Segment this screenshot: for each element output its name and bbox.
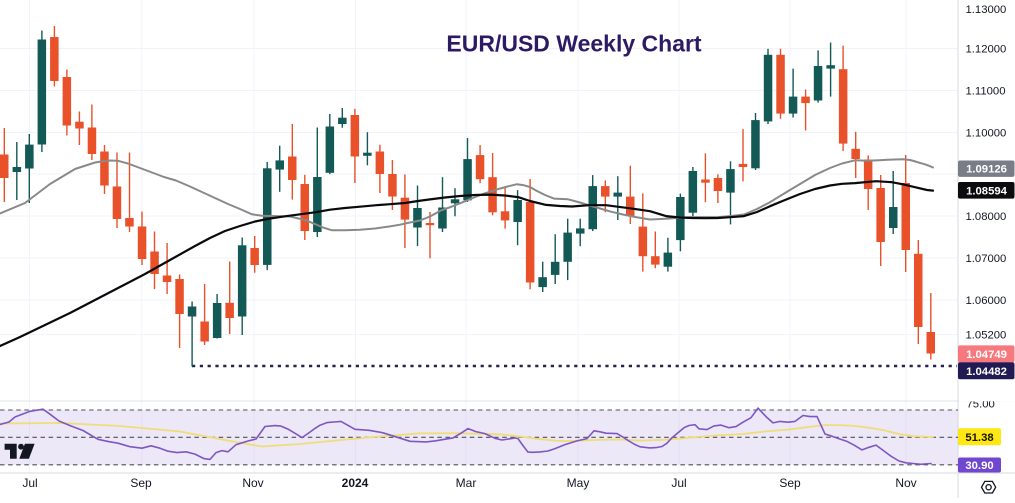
svg-text:EUR/USD Weekly Chart: EUR/USD Weekly Chart — [446, 31, 702, 57]
svg-text:Sep: Sep — [779, 476, 801, 490]
svg-text:30.90: 30.90 — [965, 460, 993, 472]
svg-text:1.04749: 1.04749 — [966, 349, 1007, 361]
svg-text:Nov: Nov — [895, 476, 916, 490]
svg-text:51.38: 51.38 — [965, 432, 993, 444]
svg-text:1.04482: 1.04482 — [966, 366, 1007, 378]
svg-text:1.09126: 1.09126 — [966, 164, 1007, 176]
svg-text:1.11000: 1.11000 — [966, 86, 1006, 98]
svg-text:1.08000: 1.08000 — [966, 211, 1007, 223]
svg-text:1.12000: 1.12000 — [966, 44, 1007, 56]
svg-text:1.07000: 1.07000 — [966, 253, 1007, 265]
svg-text:1.06000: 1.06000 — [966, 295, 1007, 307]
svg-text:Nov: Nov — [242, 476, 263, 490]
svg-text:May: May — [567, 476, 590, 490]
svg-text:Jul: Jul — [22, 476, 37, 490]
svg-text:Jul: Jul — [671, 476, 686, 490]
svg-text:1.13000: 1.13000 — [966, 4, 1007, 16]
svg-text:1.05200: 1.05200 — [966, 330, 1007, 342]
svg-text:1.08594: 1.08594 — [966, 185, 1008, 197]
svg-text:1.10000: 1.10000 — [966, 128, 1007, 140]
svg-text:Mar: Mar — [456, 476, 477, 490]
svg-text:2024: 2024 — [342, 476, 369, 490]
svg-text:Sep: Sep — [130, 476, 152, 490]
